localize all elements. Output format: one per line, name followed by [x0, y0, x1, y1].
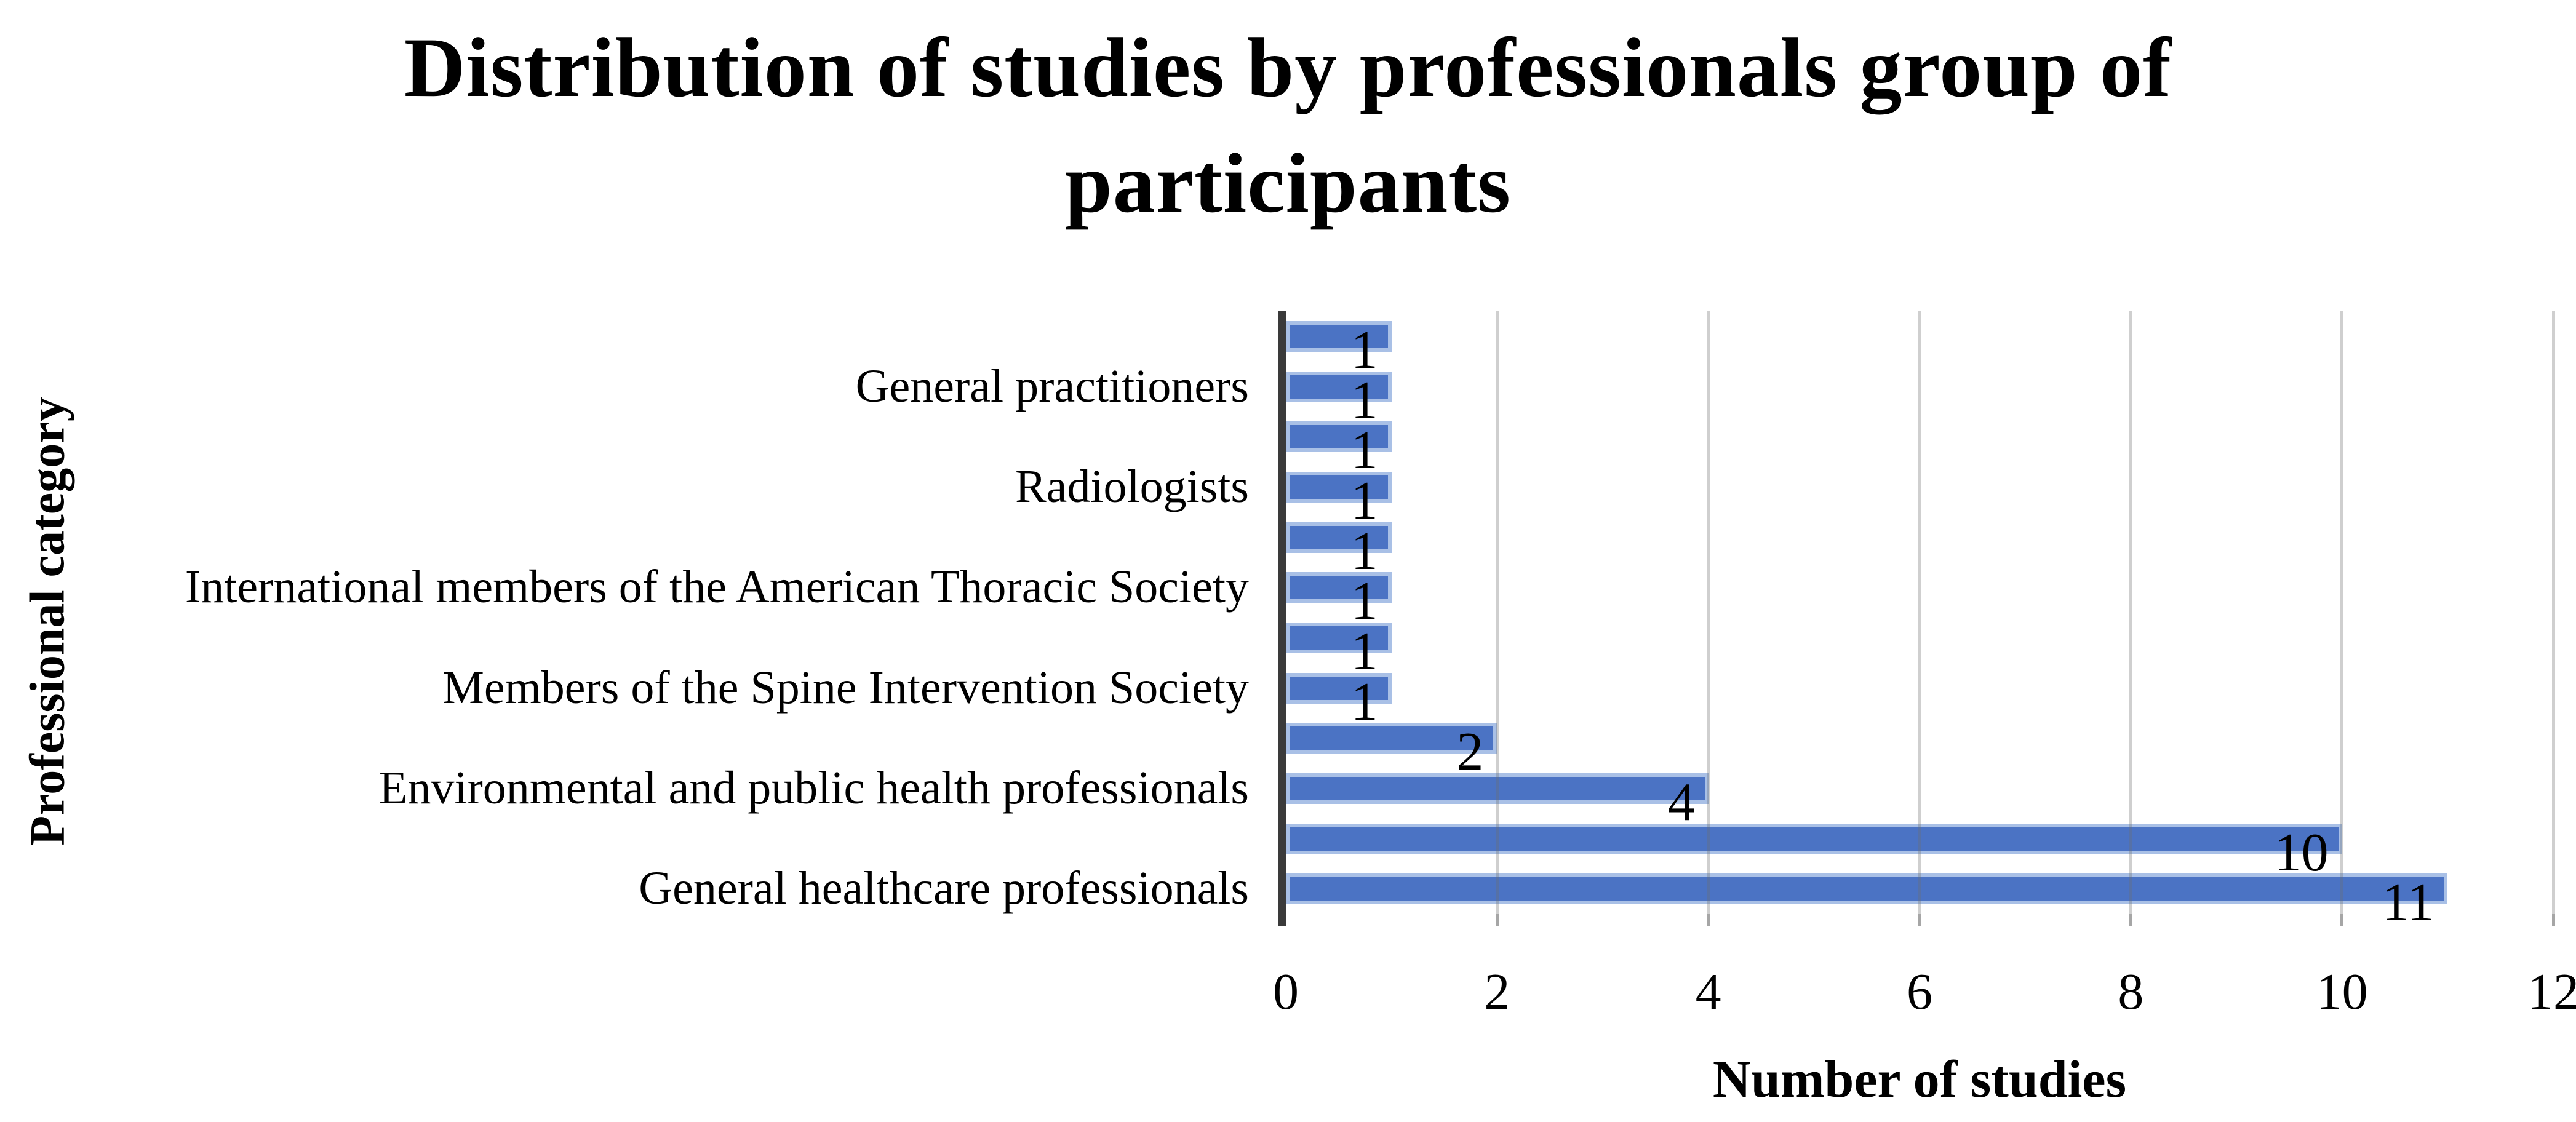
category-label-row	[0, 613, 1249, 663]
x-tick-mark	[2129, 914, 2132, 926]
bar-data-label: 4	[1667, 773, 1695, 832]
bar-data-label: 2	[1456, 722, 1484, 782]
bar-data-label: 1	[1350, 421, 1378, 481]
category-label-row: General practitioners	[0, 362, 1249, 412]
x-tick-mark	[2551, 914, 2555, 926]
x-tick-label: 0	[1273, 963, 1299, 1021]
category-axis-labels: General practitioners Radiologists Interna…	[0, 311, 1249, 914]
bar-data-label: 10	[2274, 822, 2329, 883]
plot-area: 1 1 1 1 1 1 1 1 2 4 10 11	[1278, 311, 2555, 930]
x-tick-mark	[1495, 914, 1499, 926]
category-label-row: International members of the American Th…	[0, 562, 1249, 613]
bar-row: 4	[1286, 763, 2553, 830]
bar-row: 1	[1286, 613, 2553, 679]
bar-row: 1	[1286, 663, 2553, 729]
x-tick-mark	[1918, 914, 1921, 926]
category-label: Environmental and public health professi…	[378, 762, 1249, 814]
category-label-row	[0, 311, 1249, 362]
category-axis-line	[1278, 311, 1286, 926]
bar-data-label: 1	[1350, 571, 1378, 632]
category-label: International members of the American Th…	[185, 561, 1249, 613]
bar	[1286, 773, 1709, 804]
gridline	[1707, 311, 1710, 914]
category-label-row: General healthcare professionals	[0, 864, 1249, 914]
bar-data-label: 1	[1350, 320, 1378, 380]
x-axis-title: Number of studies	[1712, 1049, 2127, 1108]
category-label-row: Radiologists	[0, 462, 1249, 512]
category-label: General practitioners	[855, 360, 1249, 412]
gridline	[1495, 311, 1499, 914]
bar	[1286, 522, 1392, 553]
bar-data-label: 11	[2382, 873, 2434, 933]
bar	[1286, 572, 1392, 603]
bar-row: 11	[1286, 864, 2553, 930]
gridline	[2129, 311, 2132, 914]
bar-row: 1	[1286, 512, 2553, 578]
category-label-row	[0, 512, 1249, 563]
bar	[1286, 873, 2448, 905]
category-label: Members of the Spine Intervention Societ…	[442, 661, 1249, 714]
x-tick-mark	[1707, 914, 1710, 926]
bar-data-label: 1	[1350, 471, 1378, 531]
chart-title-line-2: participants	[1064, 136, 1512, 230]
bar-row: 1	[1286, 311, 2553, 378]
bar-data-label: 1	[1350, 622, 1378, 682]
x-tick-label: 10	[2316, 963, 2368, 1021]
bar-row: 1	[1286, 412, 2553, 478]
category-label: General healthcare professionals	[639, 862, 1249, 915]
bar	[1286, 321, 1392, 352]
category-label-row	[0, 713, 1249, 763]
chart-title: Distribution of studies by professionals…	[0, 10, 2576, 241]
bar-row: 1	[1286, 362, 2553, 428]
bar-row: 1	[1286, 562, 2553, 629]
category-label-row: Environmental and public health professi…	[0, 763, 1249, 814]
bar-data-label: 1	[1350, 370, 1378, 431]
bar	[1286, 472, 1392, 503]
bar	[1286, 723, 1497, 754]
x-tick-label: 6	[1907, 963, 1932, 1021]
x-tick-label: 12	[2527, 963, 2576, 1021]
x-tick-mark	[2340, 914, 2344, 926]
category-label-row	[0, 814, 1249, 864]
bar-row: 10	[1286, 814, 2553, 880]
chart-title-line-1: Distribution of studies by professionals…	[404, 20, 2172, 114]
bar	[1286, 672, 1392, 704]
bar-data-label: 1	[1350, 521, 1378, 581]
bar-row: 2	[1286, 713, 2553, 779]
x-tick-label: 2	[1484, 963, 1510, 1021]
category-label-row: Members of the Spine Intervention Societ…	[0, 663, 1249, 714]
x-tick-label: 8	[2118, 963, 2144, 1021]
category-label-row	[0, 412, 1249, 462]
bar	[1286, 421, 1392, 453]
bar-data-label: 1	[1350, 672, 1378, 732]
bar-row: 1	[1286, 462, 2553, 528]
bar	[1286, 371, 1392, 402]
gridline	[1918, 311, 1921, 914]
bar	[1286, 823, 2342, 854]
bar	[1286, 623, 1392, 653]
x-tick-label: 4	[1695, 963, 1721, 1021]
gridline	[2551, 311, 2555, 914]
gridline	[2340, 311, 2344, 914]
category-label: Radiologists	[1015, 460, 1249, 512]
